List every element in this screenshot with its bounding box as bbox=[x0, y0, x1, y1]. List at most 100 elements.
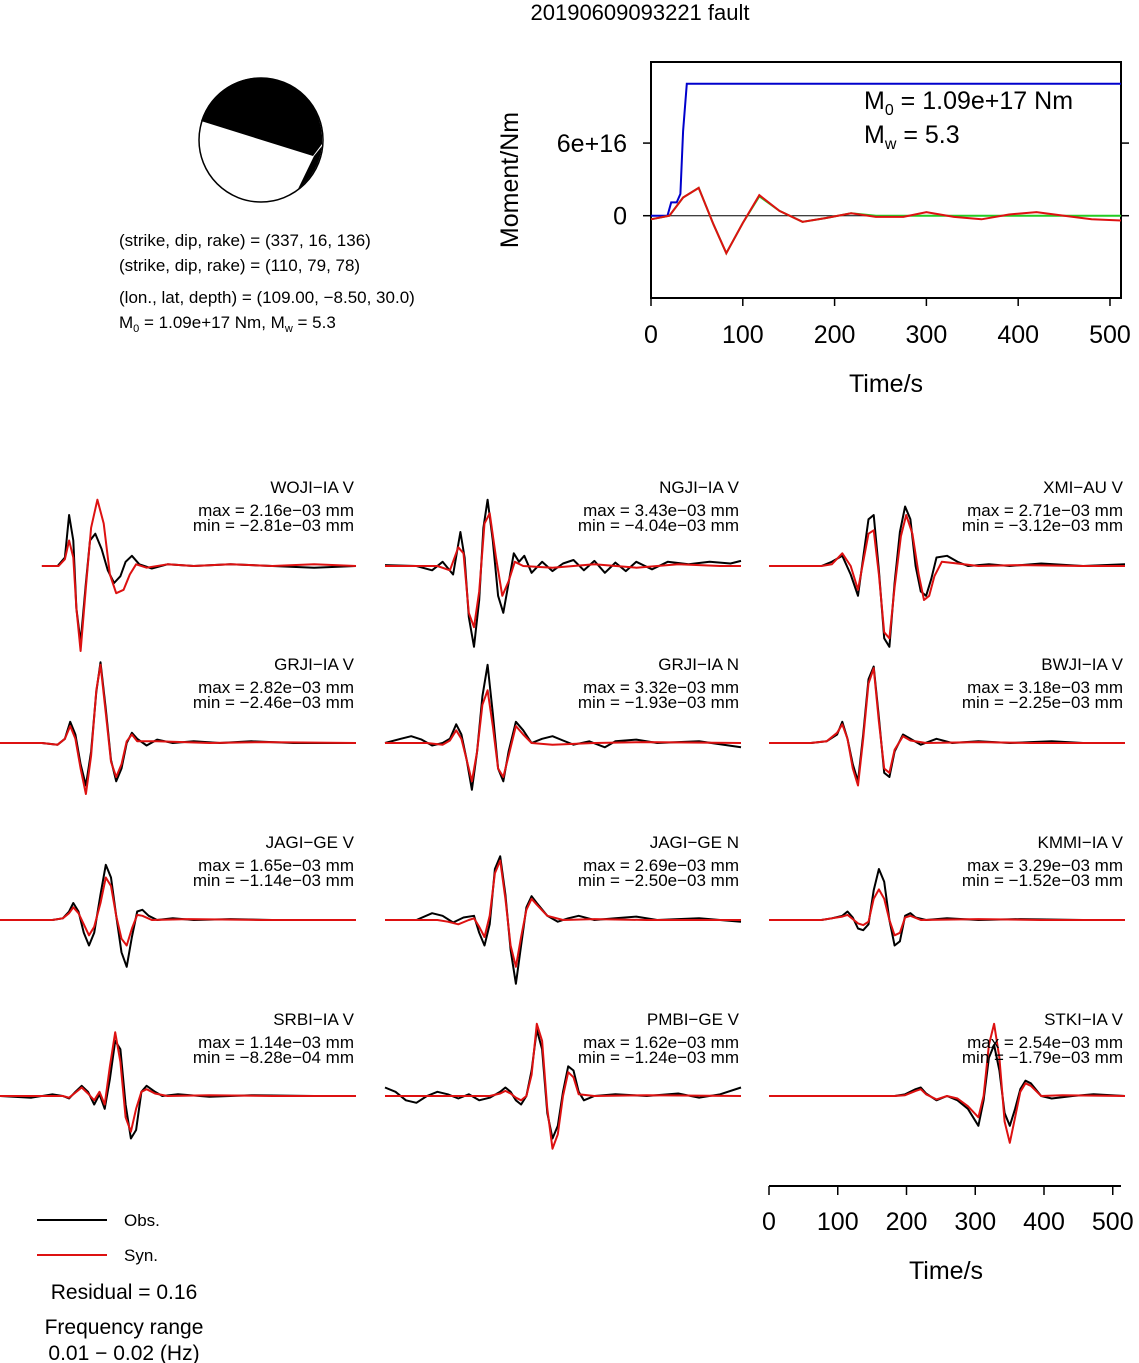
station-min: min = −1.24e−03 mm bbox=[578, 1048, 739, 1067]
synthetic-waveform bbox=[769, 1022, 1126, 1144]
station-max: max = 2.54e−03 mm bbox=[967, 1033, 1123, 1052]
stf-ytick-label: 6e+16 bbox=[557, 130, 627, 158]
mechanism-plane1: (strike, dip, rake) = (337, 16, 136) bbox=[119, 231, 371, 250]
waveform-xtick-label: 200 bbox=[886, 1208, 928, 1236]
station-min: min = −3.12e−03 mm bbox=[962, 516, 1123, 535]
station-max: max = 2.82e−03 mm bbox=[198, 678, 354, 697]
mechanism-moment: M0 = 1.09e+17 Nm, Mw = 5.3 bbox=[119, 313, 336, 335]
observed-waveform bbox=[384, 663, 742, 791]
station-max: max = 2.69e−03 mm bbox=[583, 856, 739, 875]
station-name: GRJI−IA N bbox=[658, 655, 739, 674]
station-name: NGJI−IA V bbox=[659, 478, 739, 497]
stf-xlabel: Time/s bbox=[849, 370, 923, 398]
stf-observed-line bbox=[650, 186, 1122, 256]
waveform-time-axis: 0 100 200 300 400 500 bbox=[762, 1185, 1134, 1236]
frequency-range-value: 0.01 − 0.02 (Hz) bbox=[48, 1342, 199, 1363]
synthetic-waveform bbox=[769, 514, 1125, 640]
station-min: min = −4.04e−03 mm bbox=[578, 516, 739, 535]
synthetic-waveform bbox=[385, 689, 742, 783]
station-min: min = −2.46e−03 mm bbox=[193, 693, 354, 712]
station-min: min = −2.81e−03 mm bbox=[193, 516, 354, 535]
stf-cumulative-moment-line bbox=[651, 82, 1121, 217]
synthetic-waveform bbox=[0, 876, 356, 947]
stf-xtick-label: 500 bbox=[1089, 321, 1131, 349]
mechanism-plane2: (strike, dip, rake) = (110, 79, 78) bbox=[119, 256, 360, 275]
synthetic-waveform bbox=[0, 663, 357, 795]
stf-axes: 0 100 200 300 400 500 6e+16 0 bbox=[557, 130, 1131, 349]
station-max: max = 1.65e−03 mm bbox=[198, 856, 354, 875]
station-min: min = −1.52e−03 mm bbox=[962, 871, 1123, 890]
stf-ytick-label: 0 bbox=[613, 203, 627, 231]
station-max: max = 1.14e−03 mm bbox=[198, 1033, 354, 1052]
station-min: min = −8.28e−04 mm bbox=[193, 1048, 354, 1067]
legend: Obs. Syn. Residual = 0.16 Frequency rang… bbox=[37, 1211, 203, 1363]
stf-xtick-label: 100 bbox=[722, 321, 764, 349]
station-min: min = −1.79e−03 mm bbox=[962, 1048, 1123, 1067]
synthetic-waveform bbox=[769, 888, 1125, 937]
station-max: max = 3.29e−03 mm bbox=[967, 856, 1123, 875]
station-max: max = 3.43e−03 mm bbox=[583, 501, 739, 520]
station-min: min = −1.14e−03 mm bbox=[193, 871, 354, 890]
station-name: JAGI−GE N bbox=[650, 833, 739, 852]
station-name: JAGI−GE V bbox=[266, 833, 355, 852]
station-name: STKI−IA V bbox=[1044, 1010, 1124, 1029]
legend-obs-label: Obs. bbox=[124, 1211, 160, 1230]
synthetic-waveform bbox=[41, 498, 357, 652]
station-min: min = −2.50e−03 mm bbox=[578, 871, 739, 890]
synthetic-waveform bbox=[385, 859, 741, 968]
station-name: BWJI−IA V bbox=[1041, 655, 1123, 674]
legend-syn-label: Syn. bbox=[124, 1246, 158, 1265]
station-min: min = −1.93e−03 mm bbox=[578, 693, 739, 712]
station-name: SRBI−IA V bbox=[273, 1010, 354, 1029]
frequency-range-title: Frequency range bbox=[45, 1316, 204, 1339]
stf-plot-frame bbox=[650, 61, 1122, 299]
waveform-xtick-label: 400 bbox=[1023, 1208, 1065, 1236]
stf-mw-annotation: Mw = 5.3 bbox=[864, 121, 960, 153]
station-max: max = 3.18e−03 mm bbox=[967, 678, 1123, 697]
stf-series-group bbox=[650, 82, 1122, 256]
station-min: min = −2.25e−03 mm bbox=[962, 693, 1123, 712]
station-name: XMI−AU V bbox=[1043, 478, 1123, 497]
waveform-xtick-label: 0 bbox=[762, 1208, 776, 1236]
stf-ylabel: Moment/Nm bbox=[496, 112, 524, 248]
mechanism-location: (lon., lat, depth) = (109.00, −8.50, 30.… bbox=[119, 288, 415, 307]
residual-text: Residual = 0.16 bbox=[51, 1281, 198, 1304]
stf-m0-annotation: M0 = 1.09e+17 Nm bbox=[864, 87, 1073, 119]
waveform-xtick-label: 300 bbox=[954, 1208, 996, 1236]
synthetic-waveform bbox=[385, 1022, 742, 1150]
waveform-xtick-label: 500 bbox=[1092, 1208, 1134, 1236]
beachball bbox=[198, 77, 324, 203]
synthetic-waveform bbox=[385, 512, 741, 629]
waveform-xlabel: Time/s bbox=[909, 1257, 983, 1285]
station-max: max = 1.62e−03 mm bbox=[583, 1033, 739, 1052]
stf-xtick-label: 0 bbox=[644, 321, 658, 349]
figure-title: 20190609093221 fault bbox=[531, 0, 750, 25]
waveform-xtick-label: 100 bbox=[817, 1208, 859, 1236]
station-name: PMBI−GE V bbox=[647, 1010, 740, 1029]
synthetic-waveform bbox=[0, 1031, 356, 1133]
synthetic-waveform bbox=[769, 667, 1125, 787]
stf-xtick-label: 200 bbox=[814, 321, 856, 349]
stf-xtick-label: 400 bbox=[997, 321, 1039, 349]
station-max: max = 2.71e−03 mm bbox=[967, 501, 1123, 520]
station-name: WOJI−IA V bbox=[270, 478, 354, 497]
station-max: max = 2.16e−03 mm bbox=[198, 501, 354, 520]
stf-xtick-label: 300 bbox=[906, 321, 948, 349]
station-name: GRJI−IA V bbox=[274, 655, 354, 674]
station-max: max = 3.32e−03 mm bbox=[583, 678, 739, 697]
station-name: KMMI−IA V bbox=[1038, 833, 1124, 852]
